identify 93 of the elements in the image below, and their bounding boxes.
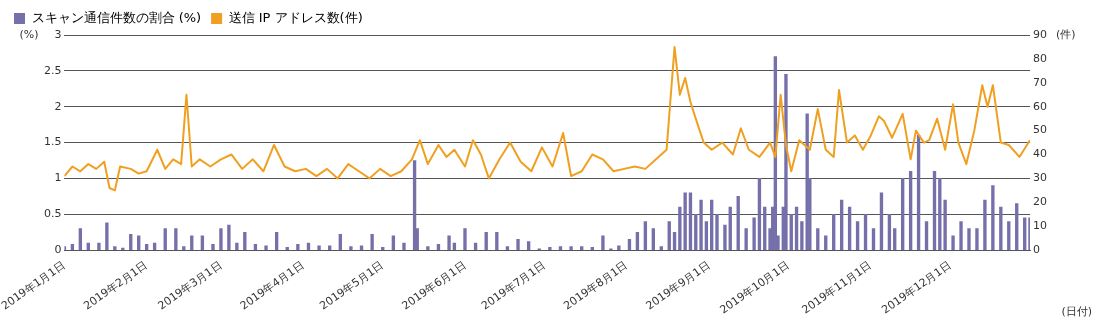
bar bbox=[723, 224, 727, 250]
bar bbox=[651, 228, 655, 250]
bar bbox=[558, 246, 563, 250]
bar bbox=[991, 185, 995, 250]
bar bbox=[516, 239, 520, 250]
bar bbox=[253, 244, 258, 250]
bar bbox=[744, 228, 748, 250]
bar bbox=[463, 228, 467, 250]
bar bbox=[219, 228, 223, 250]
bar bbox=[715, 213, 719, 250]
bar bbox=[370, 234, 374, 250]
bar bbox=[296, 244, 300, 250]
y2-tick-label: 10 bbox=[1033, 219, 1047, 233]
y2-tick-label: 50 bbox=[1033, 123, 1047, 137]
bar bbox=[227, 224, 231, 250]
bar bbox=[699, 199, 703, 250]
bar bbox=[144, 244, 149, 250]
bar bbox=[601, 235, 605, 250]
y-tick-label: 0.5 bbox=[43, 207, 62, 221]
bar bbox=[505, 246, 510, 250]
bar bbox=[391, 235, 396, 250]
y-tick-label: 2 bbox=[54, 99, 62, 113]
bar bbox=[97, 242, 101, 250]
bar bbox=[1015, 203, 1019, 250]
bar bbox=[943, 199, 947, 250]
bar bbox=[667, 221, 671, 250]
bar bbox=[855, 221, 860, 250]
y-tick-label: 1 bbox=[54, 171, 62, 185]
bar bbox=[893, 228, 897, 250]
bar bbox=[317, 245, 321, 250]
bar bbox=[975, 228, 979, 250]
y2-tick-label: 0 bbox=[1033, 243, 1040, 257]
bar bbox=[526, 241, 531, 250]
bar bbox=[580, 246, 584, 250]
bar bbox=[182, 246, 186, 250]
bar bbox=[871, 228, 876, 250]
bar bbox=[704, 221, 709, 250]
bar bbox=[70, 244, 75, 250]
bar bbox=[879, 192, 884, 250]
bar bbox=[211, 244, 215, 250]
bar bbox=[381, 246, 385, 250]
bar bbox=[78, 228, 83, 250]
y-tick-label: 2.5 bbox=[43, 63, 62, 77]
bar bbox=[736, 196, 740, 250]
bar bbox=[113, 246, 117, 250]
bar bbox=[688, 192, 693, 250]
bar bbox=[784, 74, 788, 250]
bar bbox=[1028, 217, 1030, 250]
bar bbox=[402, 242, 406, 250]
bar bbox=[349, 246, 353, 250]
y2-tick-label: 60 bbox=[1033, 99, 1047, 113]
bar bbox=[617, 245, 621, 250]
y2-tick-label: 80 bbox=[1033, 51, 1047, 65]
bar bbox=[1007, 221, 1011, 250]
bar bbox=[752, 217, 756, 250]
bar bbox=[824, 235, 828, 250]
bar bbox=[436, 244, 441, 250]
x-axis-title: (日付) bbox=[1061, 305, 1092, 319]
y-tick-label: 1.5 bbox=[43, 135, 62, 149]
bar bbox=[174, 228, 178, 250]
bar bbox=[659, 246, 663, 250]
bar bbox=[163, 228, 167, 250]
y-axis-title: (%) bbox=[19, 27, 39, 41]
bar bbox=[235, 242, 239, 250]
legend-label: 送信 IP アドレス数(件) bbox=[228, 9, 363, 25]
bar bbox=[999, 206, 1003, 250]
y2-axis-title: (件) bbox=[1056, 27, 1076, 41]
y-tick-label: 0 bbox=[54, 243, 62, 257]
bar bbox=[264, 245, 268, 250]
bar bbox=[643, 221, 648, 250]
bar bbox=[967, 228, 971, 250]
bar bbox=[190, 235, 194, 250]
bar bbox=[590, 246, 594, 250]
y-tick-label: 3 bbox=[54, 27, 62, 41]
bar bbox=[959, 221, 963, 250]
y2-tick-label: 70 bbox=[1033, 75, 1047, 89]
bar bbox=[200, 235, 205, 250]
y2-tick-label: 30 bbox=[1033, 171, 1047, 185]
bar bbox=[285, 246, 289, 250]
bar bbox=[924, 221, 929, 250]
bar bbox=[105, 222, 109, 250]
bar bbox=[548, 246, 552, 250]
bar bbox=[137, 235, 141, 250]
y2-tick-label: 20 bbox=[1033, 195, 1047, 209]
bar bbox=[426, 246, 430, 250]
bar bbox=[569, 246, 573, 250]
bar bbox=[983, 199, 987, 250]
bar bbox=[951, 235, 955, 250]
bar bbox=[447, 235, 451, 250]
bar bbox=[816, 228, 820, 250]
y2-tick-label: 40 bbox=[1033, 147, 1047, 161]
legend-label: スキャン通信件数の割合 (%) bbox=[31, 9, 202, 25]
y2-tick-label: 90 bbox=[1033, 27, 1047, 41]
